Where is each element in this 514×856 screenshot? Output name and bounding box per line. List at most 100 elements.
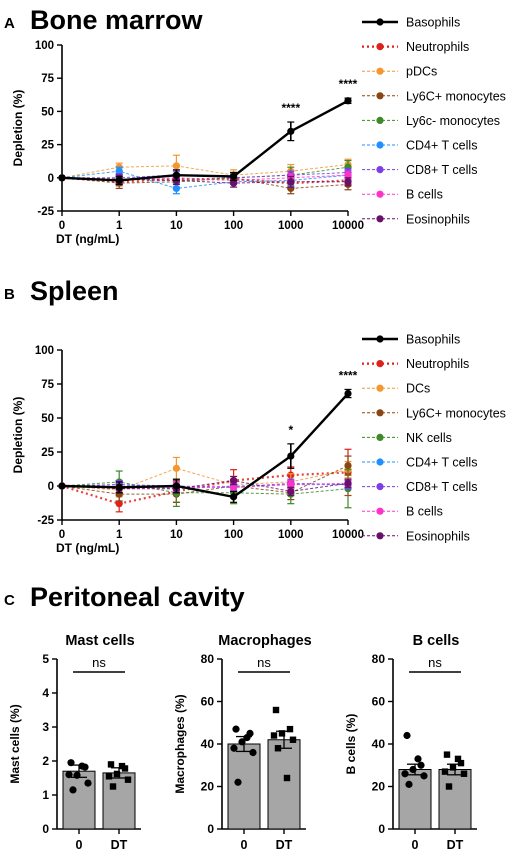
x-tick-label: 100 — [224, 529, 243, 541]
bar — [438, 769, 472, 830]
series-line — [61, 177, 349, 189]
legend-label: Basophils — [406, 333, 460, 347]
data-point — [234, 778, 242, 786]
legend-label: CD4+ T cells — [406, 456, 477, 470]
data-point — [84, 779, 92, 787]
x-tick-label: DT — [276, 838, 293, 852]
data-point — [283, 774, 291, 782]
x-tick-label: DT — [447, 838, 464, 852]
x-axis-label: DT (ng/mL) — [56, 232, 119, 246]
bar — [62, 770, 96, 830]
data-point — [441, 768, 449, 775]
data-point — [107, 761, 115, 768]
data-point — [270, 732, 278, 739]
mast-cells-bar-chart: Mast cells 0 1 2 3 4 5 Mast cells (%) 0 DT ns — [8, 633, 141, 852]
data-point — [78, 762, 86, 770]
x-tick-label: 10000 — [332, 220, 364, 232]
y-tick-label: 80 — [201, 652, 215, 666]
data-point — [232, 725, 240, 733]
comparison-label: ns — [257, 655, 271, 670]
y-tick-label: 25 — [41, 447, 54, 459]
data-point — [274, 745, 282, 752]
x-tick-label: 0 — [241, 838, 248, 852]
x-tick-label: 10 — [170, 220, 183, 232]
legend-marker — [376, 116, 384, 124]
data-point — [272, 706, 280, 714]
series-line — [61, 392, 349, 499]
data-point — [457, 759, 465, 767]
significance-label: * — [288, 423, 293, 437]
data-point — [405, 780, 413, 788]
y-tick-label: 3 — [42, 720, 49, 734]
x-tick-label: 100 — [224, 220, 243, 232]
data-point — [287, 127, 295, 135]
y-tick-label: 50 — [41, 106, 54, 118]
y-axis-label: Depletion (%) — [11, 397, 25, 474]
data-point — [401, 770, 409, 778]
data-point — [118, 762, 126, 770]
legend-label: CD8+ T cells — [406, 480, 477, 494]
panel-c-letter: C — [4, 592, 15, 609]
data-point — [243, 734, 251, 742]
data-point — [344, 479, 352, 487]
data-point — [344, 97, 352, 105]
y-tick-label: 40 — [201, 737, 215, 751]
x-tick-label: DT — [111, 838, 128, 852]
y-tick-label: 0 — [42, 822, 49, 836]
y-tick-label: 80 — [372, 652, 386, 666]
panel-b-letter: B — [4, 286, 15, 303]
data-point — [124, 776, 132, 783]
legend-marker — [376, 409, 384, 417]
y-tick-label: 60 — [201, 695, 215, 709]
b-cells-bar-chart: B cells 0 20 40 60 80 B cells (%) 0 DT ns — [344, 633, 477, 852]
legend-label: DCs — [406, 382, 430, 396]
x-tick-label: 10 — [170, 529, 183, 541]
legend-marker — [376, 483, 384, 491]
y-tick-label: 100 — [35, 40, 54, 52]
y-tick-label: 0 — [207, 822, 214, 836]
data-point — [454, 755, 462, 763]
legend-marker — [376, 166, 384, 174]
y-tick-label: 75 — [41, 379, 54, 391]
y-axis-label: Macrophages (%) — [173, 694, 187, 793]
y-tick-label: 0 — [378, 822, 385, 836]
comparison-label: ns — [428, 655, 442, 670]
panel-a-title: Bone marrow — [30, 5, 204, 35]
panel-a-letter: A — [4, 15, 15, 32]
data-point — [172, 464, 180, 472]
x-tick-label: 1 — [116, 529, 123, 541]
data-point — [109, 783, 117, 790]
bar — [267, 739, 301, 830]
series-line — [61, 465, 349, 495]
data-point — [287, 481, 295, 489]
data-point — [344, 171, 352, 179]
legend-label: pDCs — [406, 65, 437, 79]
significance-label: **** — [281, 101, 300, 115]
data-point — [115, 500, 123, 508]
legend-label: Neutrophils — [406, 40, 469, 54]
data-point — [115, 176, 123, 185]
x-tick-label: 0 — [76, 838, 83, 852]
data-point — [417, 761, 425, 769]
data-point — [443, 751, 451, 758]
data-point — [230, 179, 238, 187]
data-point — [344, 462, 352, 470]
data-point — [172, 171, 180, 179]
legend-label: Ly6c- monocytes — [406, 114, 500, 128]
data-point — [287, 178, 295, 186]
legend-marker — [376, 335, 384, 343]
legend-marker — [376, 190, 384, 198]
chart-title: Mast cells — [65, 633, 134, 649]
y-tick-label: 2 — [42, 754, 49, 768]
y-tick-label: -25 — [37, 515, 54, 527]
data-point — [65, 771, 73, 779]
legend-marker — [376, 384, 384, 392]
legend-label: Ly6C+ monocytes — [406, 89, 506, 103]
legend-label: Ly6C+ monocytes — [406, 406, 506, 420]
data-point — [105, 773, 113, 780]
y-tick-label: 40 — [372, 737, 386, 751]
data-point — [278, 730, 286, 737]
series-line — [61, 170, 349, 189]
y-tick-label: 1 — [42, 788, 49, 802]
